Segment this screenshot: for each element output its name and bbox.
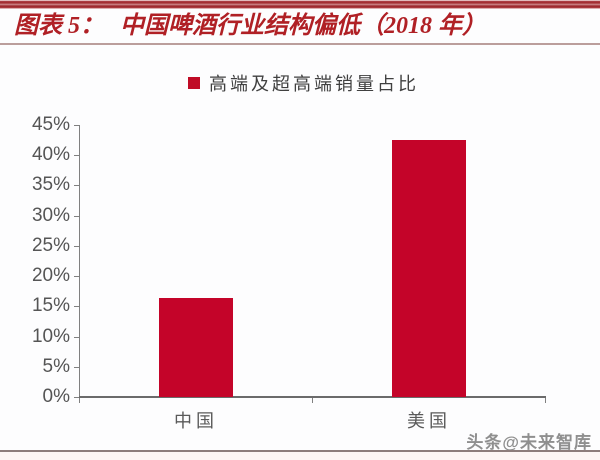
y-tick-mark-35 [74, 185, 79, 186]
title-divider-line [0, 43, 600, 45]
y-tick-mark-20 [74, 276, 79, 277]
y-tick-mark-40 [74, 155, 79, 156]
y-axis-line [79, 125, 80, 402]
y-tick-label-0: 0% [42, 386, 70, 407]
y-tick-label-30: 30% [31, 204, 70, 226]
x-tick-mark-1 [312, 398, 313, 403]
y-tick-label-5: 5% [42, 355, 70, 377]
figure-title: 图表 5： 中国啤酒行业结构偏低（2018 年） [14, 12, 594, 40]
chart-legend: 高端及超高端销量占比 [188, 70, 419, 96]
y-tick-mark-15 [74, 306, 79, 307]
figure-title-prefix: 图表 5： [14, 13, 104, 39]
legend-marker-icon [188, 77, 200, 89]
y-tick-label-40: 40% [31, 144, 70, 166]
y-tick-mark-25 [74, 246, 79, 247]
x-category-label-1: 美国 [407, 411, 451, 431]
y-tick-mark-45 [74, 125, 79, 126]
y-tick-mark-0 [74, 397, 79, 398]
bottom-divider-line [0, 450, 600, 452]
y-tick-mark-5 [74, 367, 79, 368]
y-tick-mark-30 [74, 216, 79, 217]
x-category-label-0: 中国 [174, 411, 218, 431]
bar-1 [392, 139, 466, 397]
bar-0 [159, 297, 233, 397]
legend-label: 高端及超高端销量占比 [209, 74, 419, 94]
x-tick-mark-2 [545, 398, 546, 403]
x-axis-line [79, 396, 546, 398]
y-tick-label-45: 45% [31, 114, 70, 135]
top-accent-bar [0, 0, 600, 9]
watermark: 头条@未来智库 [466, 433, 592, 452]
x-tick-mark-0 [79, 398, 80, 403]
y-tick-label-10: 10% [31, 325, 70, 347]
y-tick-label-25: 25% [31, 234, 70, 256]
bottom-margin-strip [0, 452, 600, 460]
y-tick-label-35: 35% [31, 174, 70, 196]
y-tick-label-20: 20% [31, 265, 70, 287]
figure-title-text: 中国啤酒行业结构偏低（2018 年） [120, 13, 486, 39]
y-tick-label-15: 15% [31, 295, 70, 317]
y-tick-mark-10 [74, 337, 79, 338]
